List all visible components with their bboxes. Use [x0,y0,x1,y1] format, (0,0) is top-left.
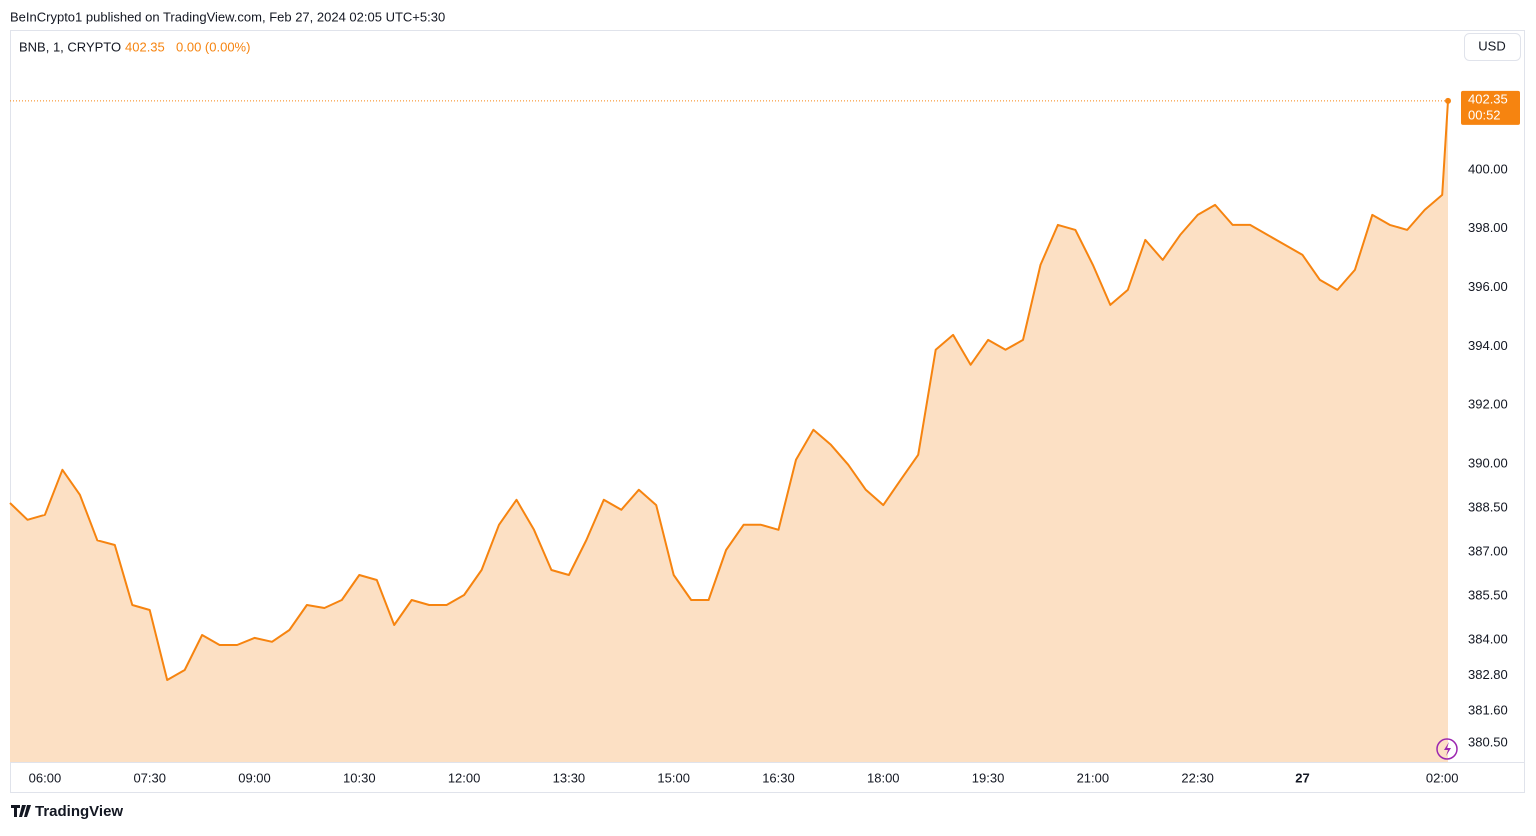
area-fill [10,100,1448,763]
x-tick-label: 22:30 [1181,770,1214,785]
x-tick-label: 19:30 [972,770,1005,785]
x-tick-label: 18:00 [867,770,900,785]
chart-frame [10,30,1525,793]
y-tick-label: 382.80 [1468,667,1508,682]
x-tick-label: 13:30 [553,770,586,785]
countdown: 00:52 [1468,107,1501,122]
currency[interactable]: USD [1478,38,1505,53]
y-tick-label: 385.50 [1468,588,1508,603]
y-tick-label: 381.60 [1468,702,1508,717]
y-tick-label: 398.00 [1468,220,1508,235]
brand-logo [11,805,31,817]
y-tick-label: 400.00 [1468,161,1508,176]
x-tick-label: 21:00 [1077,770,1110,785]
currency-button[interactable] [1464,33,1521,61]
x-tick-label: 06:00 [29,770,62,785]
y-tick-label: 396.00 [1468,279,1508,294]
brand: TradingView [35,803,123,820]
y-tick-label: 388.50 [1468,499,1508,514]
x-tick-label: 09:00 [238,770,271,785]
symbol: BNB, 1, CRYPTO [19,39,121,54]
x-tick-label: 10:30 [343,770,376,785]
y-tick-label: 390.00 [1468,455,1508,470]
change: 0.00 (0.00%) [176,39,250,54]
x-tick-label: 16:30 [762,770,795,785]
y-tick-label: 394.00 [1468,338,1508,353]
published-note: BeInCrypto1 published on TradingView.com… [10,9,445,24]
price-line [9,100,1449,681]
x-tick-label: 15:00 [657,770,690,785]
y-tick-label: 387.00 [1468,544,1508,559]
price-label-box [1461,90,1520,125]
x-tick-label: 12:00 [448,770,481,785]
lightning-icon[interactable] [1436,738,1458,760]
lightning-bolt [1444,742,1451,756]
y-tick-label: 380.50 [1468,735,1508,750]
x-tick-label: 02:00 [1426,770,1459,785]
y-tick-label: 392.00 [1468,397,1508,412]
y-tick-label: 384.00 [1468,632,1508,647]
last-price: 402.35 [125,39,165,54]
x-tick-label: 07:30 [133,770,166,785]
last-point [1445,97,1451,104]
price-label: 402.35 [1468,91,1508,106]
x-tick-label: 27 [1295,770,1309,785]
